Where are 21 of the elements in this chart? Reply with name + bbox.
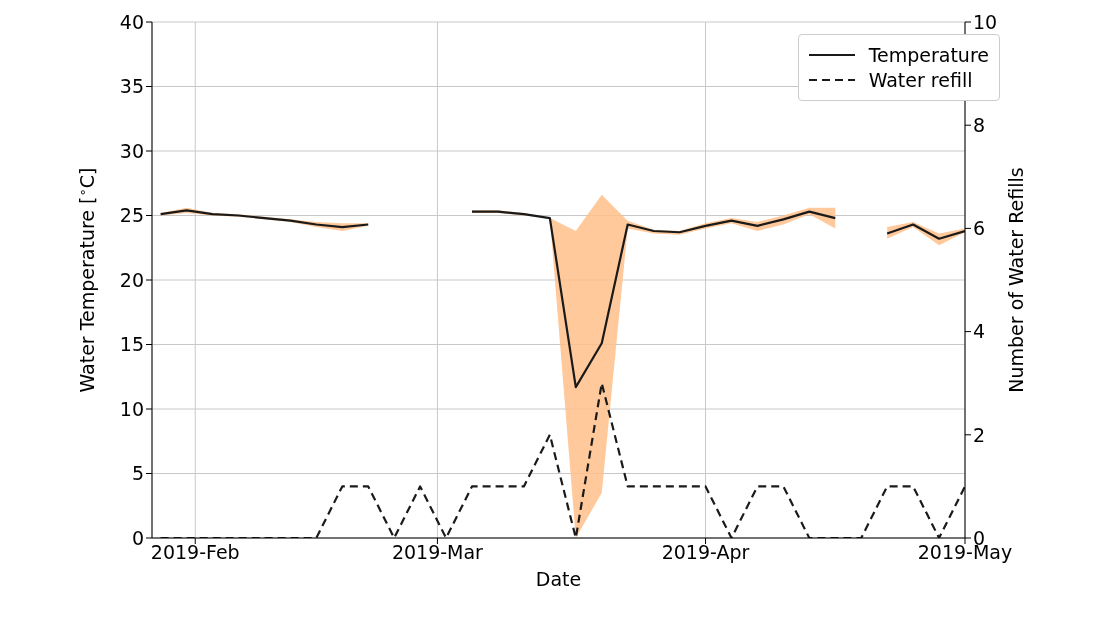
legend-label: Temperature — [868, 44, 989, 66]
x-tick-label: 2019-Apr — [661, 541, 750, 564]
y2-axis-title: Number of Water Refills — [1005, 167, 1027, 393]
y2-tick-label: 6 — [973, 217, 986, 240]
y-tick-label: 10 — [119, 397, 144, 420]
y-tick-label: 15 — [119, 333, 144, 356]
y-tick-label: 0 — [131, 526, 144, 549]
y2-tick-label: 2 — [973, 423, 986, 446]
y2-tick-label: 4 — [973, 320, 986, 343]
x-tick-label: 2019-Feb — [150, 541, 240, 564]
y-tick-label: 20 — [119, 268, 144, 291]
y-tick-label: 5 — [131, 462, 144, 485]
y2-tick-label: 10 — [973, 10, 998, 33]
y-tick-label: 25 — [119, 204, 144, 227]
x-tick-label: 2019-Mar — [391, 541, 484, 564]
legend-label: Water refill — [868, 69, 973, 91]
y2-tick-label: 8 — [973, 113, 986, 136]
y-tick-label: 30 — [119, 139, 144, 162]
x-axis-title: Date — [535, 568, 582, 590]
y-tick-label: 40 — [119, 10, 144, 33]
y-tick-label: 35 — [119, 75, 144, 98]
